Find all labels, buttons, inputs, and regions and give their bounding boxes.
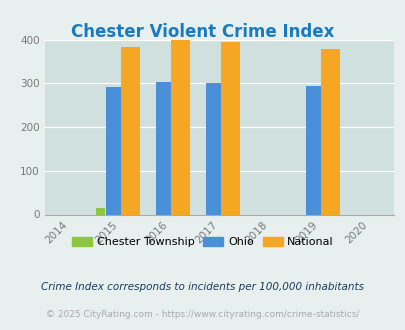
Bar: [221, 42, 239, 215]
Bar: [96, 208, 105, 214]
Bar: [205, 83, 224, 214]
Text: Crime Index corresponds to incidents per 100,000 inhabitants: Crime Index corresponds to incidents per…: [41, 282, 364, 292]
Bar: [171, 40, 190, 215]
Bar: [156, 82, 175, 214]
Text: Chester Violent Crime Index: Chester Violent Crime Index: [71, 23, 334, 41]
Bar: [305, 85, 324, 214]
Bar: [106, 87, 125, 214]
Bar: [121, 47, 140, 214]
Legend: Chester Township, Ohio, National: Chester Township, Ohio, National: [68, 233, 337, 252]
Text: © 2025 CityRating.com - https://www.cityrating.com/crime-statistics/: © 2025 CityRating.com - https://www.city…: [46, 310, 359, 319]
Bar: [320, 49, 339, 214]
